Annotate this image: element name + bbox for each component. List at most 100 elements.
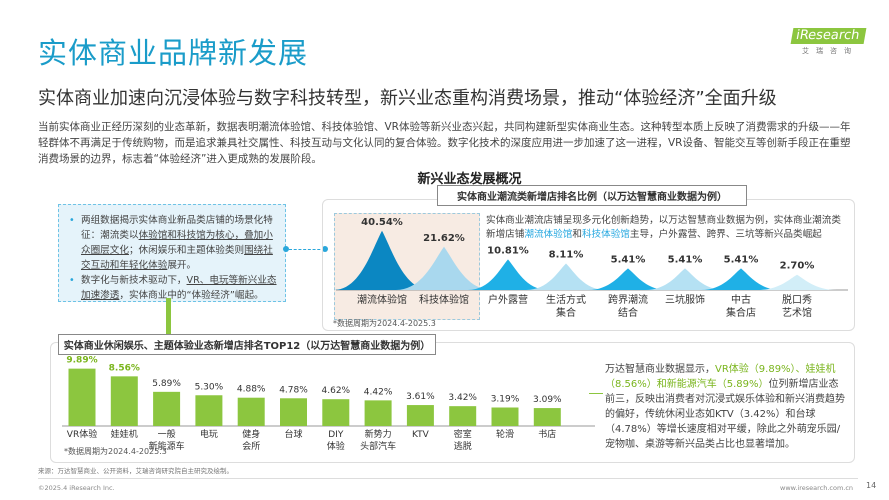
summary-bullet-2: 数字化与新技术驱动下，VR、电玩等新兴业态加速渗透，实体商业中的“体验经济”崛起…	[69, 273, 277, 303]
text: ，实体商业中的“体验经济”崛起。	[119, 290, 264, 301]
bar-1	[110, 376, 138, 426]
category-label: KTV	[412, 430, 430, 440]
bar-0	[68, 368, 96, 426]
highlight-text: 潮流体验馆	[524, 229, 573, 240]
mountain-1	[396, 246, 492, 290]
category-label: 会所	[242, 440, 260, 452]
category-label: 结合	[618, 306, 638, 319]
bar-4	[237, 397, 265, 426]
value-label: 5.41%	[611, 254, 646, 265]
intro-paragraph: 当前实体商业正经历深刻的业态革新，数据表明潮流体验馆、科技体验馆、VR体验等新兴…	[38, 121, 851, 165]
top-chart-note: *数据周期为2024.4-2025.3	[333, 319, 436, 328]
category-label: 新能源车	[149, 440, 185, 452]
bar-2	[153, 391, 181, 426]
bar-10	[491, 407, 519, 426]
bottom-chart-description: 万达智慧商业数据显示，VR体验（9.89%）、娃娃机（8.56%）和新能源汽车（…	[605, 362, 845, 452]
connector-line	[589, 393, 603, 394]
website-link[interactable]: www.iresearch.com.cn	[780, 484, 854, 492]
text: 数字化与新技术驱动下，	[81, 275, 187, 286]
value-label: 21.62%	[423, 233, 465, 244]
value-label: 5.41%	[668, 254, 703, 265]
bottom-chart-panel	[50, 342, 855, 463]
category-label: 娃娃机	[111, 428, 138, 440]
category-label: 脱口秀	[782, 293, 812, 306]
highlight-text: 科技体验馆	[581, 229, 630, 240]
connector-bar	[166, 298, 171, 344]
text: 位列新增店业态前三，反映出消费者对沉浸式娱乐体验和新兴消费趋势的偏好，传统休闲业…	[605, 379, 845, 450]
text: 万达智慧商业数据显示，	[605, 364, 715, 375]
category-label: 一般	[158, 428, 176, 440]
category-label: 轮滑	[496, 428, 514, 440]
top-chart-title: 实体商业潮流类新增店排名比例（以万达智慧商业数据为例）	[437, 185, 747, 206]
value-label: 3.61%	[406, 392, 435, 402]
text: 主导，户外露营、跨界、三坑等新兴品类崛起	[629, 229, 822, 240]
category-label: 逃脱	[454, 440, 472, 452]
connector-dot	[283, 246, 289, 252]
category-label: DIY	[328, 430, 344, 440]
value-label: 40.54%	[361, 217, 403, 228]
category-label: 户外露营	[488, 293, 528, 306]
bar-3	[195, 395, 223, 426]
underlined-text: 体验馆和科技馆为核心，叠加小众圈层文化	[81, 230, 273, 256]
value-label: 4.42%	[364, 387, 393, 397]
category-label: 新势力	[365, 428, 392, 440]
page-subtitle: 实体商业加速向沉浸体验与数字科技转型，新兴业态重构消费场景，推动“体验经济”全面…	[38, 88, 777, 109]
value-label: 5.30%	[195, 382, 224, 392]
page-number: 14	[866, 481, 877, 490]
summary-box: 两组数据揭示实体商业新品类店铺的场景化特征：潮流类以体验馆和科技馆为核心，叠加小…	[58, 204, 286, 302]
bar-8	[406, 405, 434, 426]
source-note: 来源：万达智慧商业、公开资料，艾瑞咨询研究院自主研究及绘制。	[38, 467, 233, 475]
page-title: 实体商业品牌新发展	[38, 36, 309, 70]
value-label: 2.70%	[780, 261, 815, 272]
underlined-text: VR、电玩等新兴业态加速渗透	[81, 275, 277, 301]
bar-9	[449, 406, 477, 426]
text: ；休闲娱乐和主题体验类则	[128, 245, 245, 256]
category-label: 台球	[284, 428, 302, 440]
value-label: 8.11%	[549, 250, 584, 261]
value-label: 9.89%	[66, 356, 97, 366]
category-label: 健身	[242, 428, 260, 440]
category-label: 集合	[556, 306, 576, 319]
mountain-0	[334, 230, 430, 290]
category-label: 头部汽车	[360, 440, 396, 452]
category-label: VR体验	[67, 428, 97, 440]
value-label: 8.56%	[109, 363, 140, 373]
value-label: 3.09%	[533, 395, 562, 405]
value-label: 3.19%	[491, 394, 520, 404]
bottom-chart-title: 实体商业休闲娱乐、主题体验业态新增店排名TOP12（以万达智慧商业数据为例）	[58, 334, 436, 355]
category-label: 生活方式	[546, 293, 586, 306]
value-label: 3.42%	[448, 393, 477, 403]
text: 和	[572, 229, 582, 240]
category-label: 集合店	[726, 306, 756, 319]
mountain-3	[526, 263, 606, 290]
bar-11	[533, 408, 561, 426]
text: 展开。	[167, 260, 197, 271]
underlined-text: 围绕社交互动和年轻化体验	[81, 245, 273, 271]
value-label: 5.89%	[152, 379, 181, 389]
category-label: 密室	[454, 428, 472, 440]
logo-subtext: 艾瑞咨询	[802, 47, 858, 55]
category-label: 科技体验馆	[419, 293, 469, 306]
value-label: 10.81%	[487, 245, 529, 256]
value-label: 4.62%	[322, 386, 351, 396]
bar-5	[280, 398, 307, 426]
section-title: 新兴业态发展概况	[417, 172, 522, 187]
category-label: 潮流体验馆	[357, 293, 407, 306]
summary-bullet-1: 两组数据揭示实体商业新品类店铺的场景化特征：潮流类以体验馆和科技馆为核心，叠加小…	[69, 213, 277, 273]
category-label: 三坑服饰	[665, 293, 705, 306]
connector-line	[289, 249, 325, 250]
category-label: 跨界潮流	[608, 293, 648, 306]
connector-dot	[322, 246, 328, 252]
bottom-chart-note: *数据周期为2024.4-2025.3	[64, 447, 167, 456]
category-label: 电玩	[200, 428, 218, 440]
iresearch-logo: iResearch 艾瑞咨询	[790, 24, 867, 56]
bar-7	[364, 400, 392, 426]
category-label: 体验	[327, 440, 345, 452]
copyright: ©2025.4 iResearch Inc.	[38, 484, 115, 492]
top-chart-description: 实体商业潮流店铺呈现多元化创新趋势，以万达智慧商业数据为例，实体商业潮流类新增店…	[486, 214, 848, 242]
category-label: 中古	[731, 293, 751, 306]
mountain-2	[468, 259, 548, 290]
category-label: 艺术馆	[782, 306, 812, 319]
